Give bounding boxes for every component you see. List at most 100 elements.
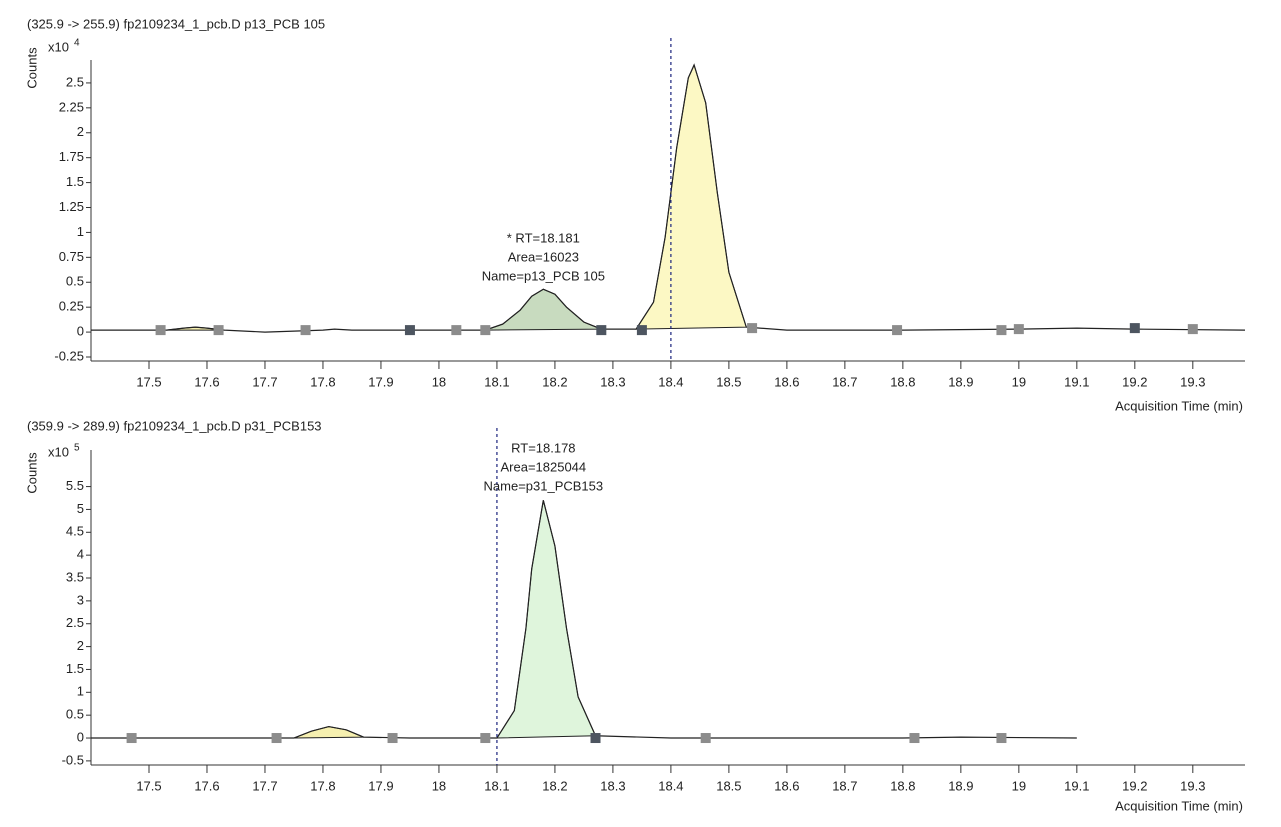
- y-axis-label: Counts: [24, 452, 39, 494]
- y-multiplier-base: x10: [48, 39, 69, 54]
- integration-marker: [126, 733, 137, 744]
- integration-marker: [480, 733, 491, 744]
- trace-line: [91, 500, 1077, 739]
- y-tick-label: 0.5: [66, 707, 84, 722]
- x-tick-label: 18.9: [948, 374, 973, 389]
- y-tick-label: 1: [77, 684, 84, 699]
- x-tick-label: 18.4: [658, 374, 683, 389]
- integration-marker: [700, 733, 711, 744]
- x-tick-label: 18.6: [774, 778, 799, 793]
- integration-marker: [300, 325, 311, 336]
- x-tick-label: 19.1: [1064, 374, 1089, 389]
- chart-title: (359.9 -> 289.9) fp2109234_1_pcb.D p31_P…: [27, 418, 322, 433]
- integration-marker: [996, 733, 1007, 744]
- x-tick-label: 17.7: [252, 374, 277, 389]
- peak-fill: [635, 63, 747, 330]
- y-tick-label: 2: [77, 124, 84, 139]
- x-tick-label: 17.8: [310, 374, 335, 389]
- integration-marker: [271, 733, 282, 744]
- x-tick-label: 18: [432, 778, 446, 793]
- integration-marker: [909, 733, 920, 744]
- peak-annotation: * RT=18.181: [507, 230, 580, 245]
- x-tick-label: 18.7: [832, 374, 857, 389]
- peak-annotation: RT=18.178: [511, 440, 575, 455]
- x-tick-label: 18.5: [716, 374, 741, 389]
- peak-annotation: Area=1825044: [500, 459, 586, 474]
- y-tick-label: -0.5: [62, 752, 84, 767]
- x-tick-label: 17.9: [368, 374, 393, 389]
- x-tick-label: 18.2: [542, 778, 567, 793]
- y-tick-label: 1.5: [66, 174, 84, 189]
- y-multiplier-base: x10: [48, 444, 69, 459]
- y-multiplier-exponent: 5: [74, 443, 80, 454]
- y-tick-label: 2: [77, 638, 84, 653]
- y-tick-label: 5.5: [66, 478, 84, 493]
- integration-marker: [747, 323, 758, 334]
- x-tick-label: 19.2: [1122, 778, 1147, 793]
- y-tick-label: 2.5: [66, 615, 84, 630]
- x-tick-label: 18.1: [484, 374, 509, 389]
- y-axis-label: Counts: [24, 47, 39, 89]
- integration-marker: [596, 325, 607, 336]
- y-tick-label: 3.5: [66, 569, 84, 584]
- x-tick-label: 19: [1012, 778, 1026, 793]
- x-tick-label: 19.3: [1180, 778, 1205, 793]
- integration-marker: [155, 325, 166, 336]
- integration-marker: [1129, 323, 1140, 334]
- y-tick-label: 0: [77, 729, 84, 744]
- x-tick-label: 18.4: [658, 778, 683, 793]
- y-tick-label: 2.5: [66, 74, 84, 89]
- trace-line: [91, 63, 1246, 333]
- x-tick-label: 18.9: [948, 778, 973, 793]
- integration-marker: [387, 733, 398, 744]
- integration-marker: [213, 325, 224, 336]
- x-tick-label: 18.8: [890, 374, 915, 389]
- x-tick-label: 17.9: [368, 778, 393, 793]
- x-tick-label: 17.5: [136, 778, 161, 793]
- x-tick-label: 19: [1012, 374, 1026, 389]
- x-tick-label: 18.5: [716, 778, 741, 793]
- x-tick-label: 19.2: [1122, 374, 1147, 389]
- x-tick-label: 18: [432, 374, 446, 389]
- x-tick-label: 18.7: [832, 778, 857, 793]
- x-tick-label: 18.2: [542, 374, 567, 389]
- integration-marker: [1013, 324, 1024, 335]
- x-tick-label: 19.1: [1064, 778, 1089, 793]
- y-tick-label: 1: [77, 224, 84, 239]
- integration-marker: [480, 325, 491, 336]
- integration-marker: [996, 325, 1007, 336]
- x-tick-label: 18.6: [774, 374, 799, 389]
- y-tick-label: 3: [77, 592, 84, 607]
- integration-marker: [404, 325, 415, 336]
- x-axis-label: Acquisition Time (min): [1115, 398, 1243, 413]
- integration-marker: [892, 325, 903, 336]
- integration-marker: [1187, 324, 1198, 335]
- y-tick-label: 1.75: [59, 149, 84, 164]
- x-tick-label: 17.6: [194, 374, 219, 389]
- integration-marker: [636, 325, 647, 336]
- x-tick-label: 17.5: [136, 374, 161, 389]
- y-tick-label: 4.5: [66, 524, 84, 539]
- x-axis-label: Acquisition Time (min): [1115, 798, 1243, 813]
- y-tick-label: 1.25: [59, 199, 84, 214]
- peak-annotation: Name=p13_PCB 105: [482, 268, 605, 283]
- chart-title: (325.9 -> 255.9) fp2109234_1_pcb.D p13_P…: [27, 16, 325, 31]
- y-tick-label: -0.25: [54, 348, 84, 363]
- peak-annotation: Area=16023: [508, 249, 579, 264]
- integration-marker: [590, 733, 601, 744]
- x-tick-label: 17.8: [310, 778, 335, 793]
- x-tick-label: 19.3: [1180, 374, 1205, 389]
- integration-marker: [451, 325, 462, 336]
- y-tick-label: 4: [77, 547, 84, 562]
- x-tick-label: 17.6: [194, 778, 219, 793]
- peak-annotation: Name=p31_PCB153: [484, 478, 604, 493]
- y-tick-label: 2.25: [59, 99, 84, 114]
- y-tick-label: 0.5: [66, 274, 84, 289]
- y-tick-label: 1.5: [66, 661, 84, 676]
- y-tick-label: 0: [77, 324, 84, 339]
- y-tick-label: 0.25: [59, 299, 84, 314]
- y-tick-label: 0.75: [59, 249, 84, 264]
- x-tick-label: 18.3: [600, 374, 625, 389]
- y-multiplier-exponent: 4: [74, 38, 80, 49]
